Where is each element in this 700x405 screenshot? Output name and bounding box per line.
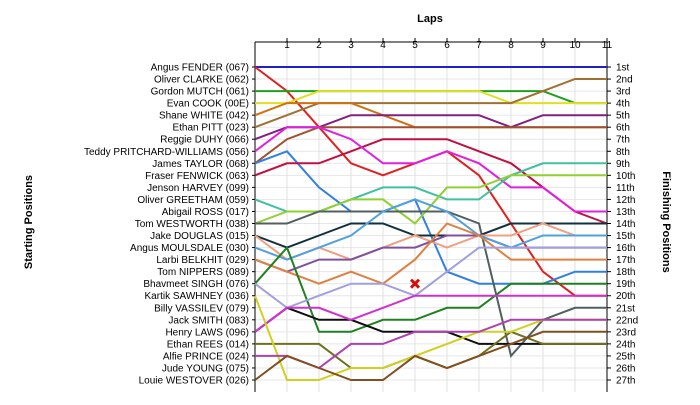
- x-tick-label: 9: [540, 40, 546, 51]
- x-tick-label: 7: [476, 40, 482, 51]
- starting-label: Teddy PRITCHARD-WILLIAMS (056): [84, 147, 249, 158]
- finishing-label: 13th: [616, 207, 635, 218]
- chart-title: Laps: [417, 13, 443, 25]
- finishing-label: 26th: [616, 363, 635, 374]
- series-lines: [254, 66, 608, 381]
- x-tick-label: 6: [444, 40, 450, 51]
- retired-marker-group: [409, 278, 421, 289]
- series-line-15: [254, 222, 607, 249]
- series-line-27: [254, 330, 607, 381]
- starting-label: Abigail ROSS (017): [162, 207, 249, 218]
- series-line-19: [254, 222, 607, 285]
- starting-label: Oliver CLARKE (062): [154, 75, 249, 86]
- series-line-23: [254, 294, 607, 333]
- series-line-18: [254, 198, 607, 261]
- starting-label: Reggie DUHY (066): [160, 135, 249, 146]
- starting-label: Louie WESTOVER (026): [139, 376, 249, 387]
- finishing-label: 6th: [616, 123, 630, 134]
- finishing-label: 7th: [616, 135, 630, 146]
- series-line-4: [255, 90, 607, 105]
- starting-label: Oliver GREETHAM (059): [137, 195, 249, 206]
- finishing-label: 8th: [616, 147, 630, 158]
- starting-label: Billy VASSILEV (079): [154, 303, 249, 314]
- series-line-14: [255, 210, 607, 358]
- starting-label: Ethan REES (014): [167, 339, 249, 350]
- finishing-label: 21st: [616, 303, 635, 314]
- finishing-label: 17th: [616, 255, 635, 266]
- right-axis-label: Finishing Positions: [660, 171, 672, 272]
- left-axis-label: Starting Positions: [23, 175, 35, 269]
- finishing-label: 16th: [616, 243, 635, 254]
- starting-label: Jack SMITH (083): [168, 315, 249, 326]
- finishing-label: 2nd: [616, 75, 633, 86]
- x-tick-label: 5: [412, 40, 418, 51]
- finishing-label: 14th: [616, 219, 635, 230]
- finishing-label: 3rd: [616, 87, 630, 98]
- series-line-2: [254, 66, 607, 297]
- finishing-label: 23rd: [616, 327, 636, 338]
- finishing-label: 12th: [616, 195, 635, 206]
- starting-label: Bhavmeet SINGH (076): [143, 279, 249, 290]
- starting-label: James TAYLOR (068): [152, 159, 249, 170]
- starting-label: Tom NIPPERS (089): [157, 267, 249, 278]
- starting-label: Tom WESTWORTH (038): [135, 219, 249, 230]
- finishing-label: 25th: [616, 351, 635, 362]
- x-tick-label: 8: [508, 40, 514, 51]
- finishing-label: 11th: [616, 183, 635, 194]
- finishing-position-labels: 1st2nd3rd4th5th6th7th8th9th10th11th12th1…: [607, 63, 638, 387]
- starting-label: Ethan PITT (023): [172, 123, 249, 134]
- finishing-label: 1st: [616, 63, 630, 74]
- starting-label: Kartik SAWHNEY (036): [145, 291, 249, 302]
- series-line-21: [254, 246, 607, 309]
- finishing-label: 20th: [616, 291, 635, 302]
- starting-label: Jenson HARVEY (099): [147, 183, 249, 194]
- x-tick-label: 1: [284, 40, 290, 51]
- starting-label: Jake DOUGLAS (015): [150, 231, 249, 242]
- starting-label: Shane WHITE (042): [159, 111, 249, 122]
- finishing-label: 22nd: [616, 315, 638, 326]
- series-line-8: [254, 126, 607, 165]
- finishing-label: 19th: [616, 279, 635, 290]
- starting-label: Jude YOUNG (075): [162, 363, 249, 374]
- x-tick-label: 11: [602, 40, 613, 51]
- starting-label: Angus MOULSDALE (030): [130, 243, 249, 254]
- starting-label: Henry LAWS (096): [165, 327, 249, 338]
- starting-label: Larbi BELKHIT (029): [156, 255, 249, 266]
- starting-label: Alfie PRINCE (024): [163, 351, 249, 362]
- finishing-label: 4th: [616, 99, 630, 110]
- retired-marker: [409, 278, 421, 289]
- starting-label: Angus FENDER (067): [151, 63, 249, 74]
- x-tick-label: 3: [348, 40, 354, 51]
- series-line-3: [255, 90, 607, 105]
- x-tick-labels: 1 2 3 4 5 6 7 8 9 10 11: [284, 40, 612, 51]
- series-line-5: [254, 78, 607, 129]
- x-tick-label: 2: [316, 40, 322, 51]
- finishing-label: 18th: [616, 267, 635, 278]
- finishing-label: 27th: [616, 376, 635, 387]
- finishing-label: 10th: [616, 171, 635, 182]
- finishing-label: 24th: [616, 339, 635, 350]
- x-tick-label: 4: [380, 40, 386, 51]
- x-tick-label: 10: [569, 40, 581, 51]
- starting-position-labels: Angus FENDER (067)Oliver CLARKE (062)Gor…: [84, 63, 255, 387]
- finishing-label: 15th: [616, 231, 635, 242]
- finishing-label: 5th: [616, 111, 630, 122]
- finishing-label: 9th: [616, 159, 630, 170]
- series-line-11: [254, 126, 607, 213]
- starting-label: Evan COOK (00E): [167, 99, 249, 110]
- starting-label: Fraser FENWICK (063): [145, 171, 249, 182]
- starting-label: Gordon MUTCH (061): [151, 87, 249, 98]
